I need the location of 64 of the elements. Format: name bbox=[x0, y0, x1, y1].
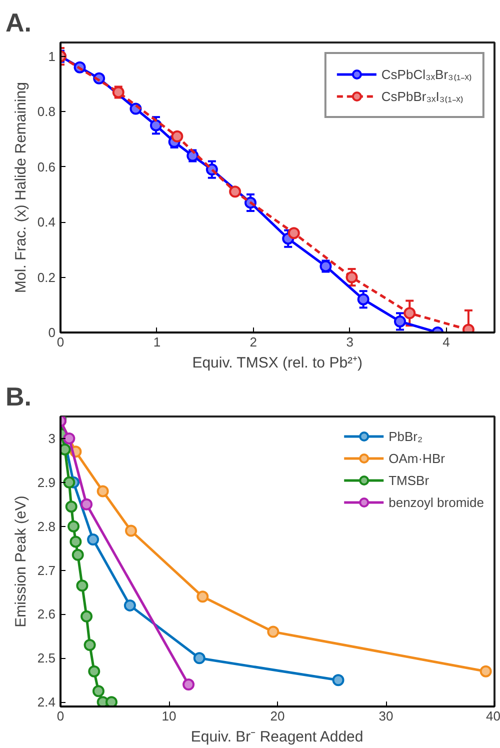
x-tick-label: 2 bbox=[250, 334, 258, 350]
x-tick-label: 20 bbox=[270, 708, 285, 724]
legend-label: benzoyl bromide bbox=[388, 494, 484, 510]
legend-label: TMSBr bbox=[388, 472, 430, 488]
y-tick-label: 0.8 bbox=[37, 104, 56, 120]
y-tick-label: 0 bbox=[48, 325, 56, 340]
point bbox=[72, 548, 84, 561]
y-axis-title: Mol. Frac. (x) Halide Remaining bbox=[12, 82, 30, 293]
point bbox=[96, 485, 109, 498]
point bbox=[288, 227, 300, 240]
point bbox=[84, 638, 96, 651]
point bbox=[76, 580, 88, 592]
point bbox=[404, 307, 416, 320]
point bbox=[171, 130, 184, 142]
point bbox=[80, 610, 93, 622]
point bbox=[105, 696, 118, 706]
legend-label: CsPbBr₃ₓI₃₍₁₋ₓ₎ bbox=[381, 88, 464, 105]
y-tick-label: 2.5 bbox=[37, 650, 56, 666]
y-tick-label: 0.2 bbox=[37, 270, 56, 285]
point bbox=[332, 674, 344, 686]
y-tick-label: 2.6 bbox=[37, 606, 56, 622]
y-tick-label: 3 bbox=[48, 430, 56, 446]
legend-label: OAm·HBr bbox=[388, 450, 445, 466]
point bbox=[65, 500, 78, 513]
x-tick-label: 10 bbox=[162, 708, 176, 724]
point bbox=[63, 432, 76, 444]
point bbox=[88, 665, 100, 678]
x-tick-label: 40 bbox=[486, 708, 500, 724]
legend-label: CsPbCl₃ₓBr₃₍₁₋ₓ₎ bbox=[381, 66, 472, 83]
x-axis-title: Equiv. Br⁻ Reagent Added bbox=[190, 728, 364, 746]
point bbox=[480, 665, 492, 678]
point bbox=[70, 536, 82, 548]
y-tick-label: 1 bbox=[48, 48, 56, 64]
point bbox=[267, 626, 280, 638]
point bbox=[193, 652, 206, 664]
point bbox=[196, 590, 209, 603]
point bbox=[63, 476, 76, 488]
x-tick-label: 1 bbox=[153, 334, 161, 350]
point bbox=[68, 520, 80, 532]
text: A. bbox=[6, 8, 32, 38]
y-tick-label: 2.4 bbox=[37, 694, 56, 710]
point bbox=[92, 685, 104, 698]
point bbox=[346, 271, 358, 284]
point bbox=[80, 498, 93, 510]
y-tick-label: 2.7 bbox=[37, 562, 56, 578]
x-tick-label: 3 bbox=[346, 334, 354, 350]
x-axis-title: Equiv. TMSX (rel. to Pb²⁺) bbox=[192, 354, 363, 372]
point bbox=[150, 119, 162, 132]
point bbox=[124, 599, 136, 612]
y-tick-label: 0.4 bbox=[37, 214, 56, 230]
y-tick-label: 2.8 bbox=[37, 518, 56, 534]
text: B. bbox=[6, 382, 32, 412]
x-tick-label: 30 bbox=[378, 708, 394, 724]
point bbox=[87, 534, 100, 546]
legend-label: PbBr₂ bbox=[388, 428, 423, 444]
point bbox=[357, 293, 370, 306]
point bbox=[182, 678, 195, 691]
point bbox=[229, 186, 242, 198]
point bbox=[125, 524, 138, 537]
y-tick-label: 0.6 bbox=[37, 159, 56, 174]
y-axis-title: Emission Peak (eV) bbox=[12, 496, 30, 628]
x-tick-label: 4 bbox=[442, 334, 450, 350]
y-tick-label: 2.9 bbox=[37, 474, 56, 490]
point bbox=[394, 315, 406, 328]
